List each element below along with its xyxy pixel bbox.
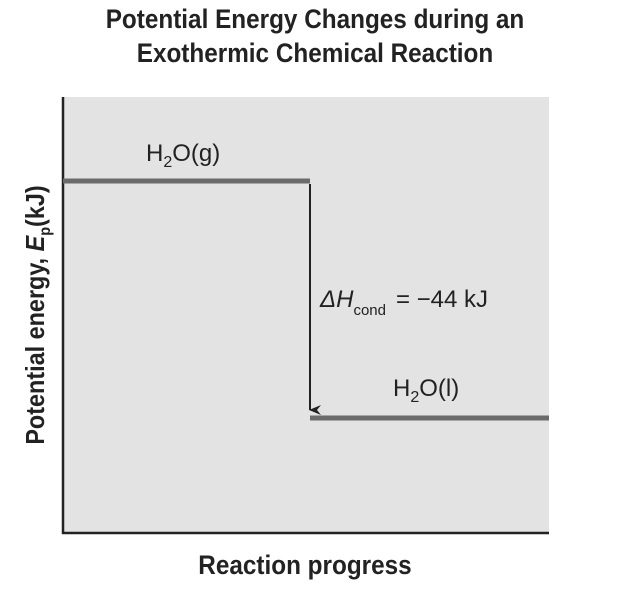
x-axis-label: Reaction progress (198, 550, 412, 580)
diagram-title: Potential Energy Changes during an Exoth… (32, 2, 599, 70)
title-line-2: Exothermic Chemical Reaction (136, 38, 494, 68)
y-axis-label: Potential energy, Ep(kJ) (20, 185, 55, 445)
plot-area (63, 97, 549, 533)
title-line-1: Potential Energy Changes during an (105, 4, 525, 34)
reactant-label: H2O(g) (146, 140, 220, 171)
product-label: H2O(l) (393, 375, 459, 406)
enthalpy-change-label: ΔHcond = −44 kJ (319, 286, 488, 319)
